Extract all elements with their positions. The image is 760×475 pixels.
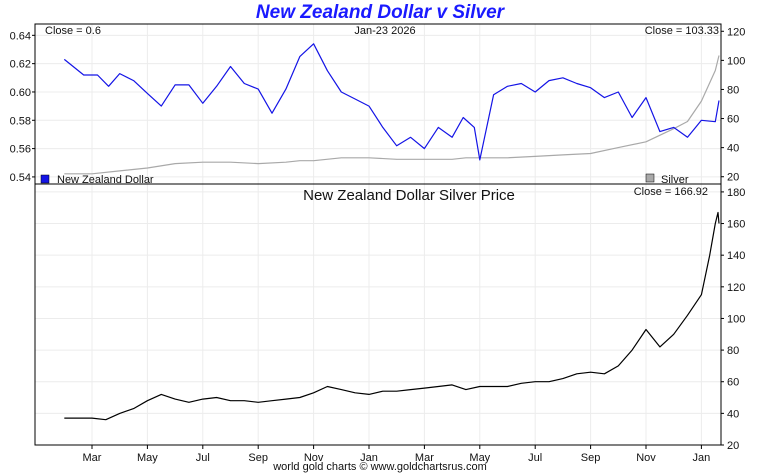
x-tick-label: Sep (581, 452, 601, 464)
legend-swatch-nzd (40, 174, 50, 184)
y-left-tick-label: 0.62 (10, 59, 31, 71)
y-right-top-tick-label: 100 (727, 55, 745, 67)
x-tick-label: Jul (196, 452, 210, 464)
y-right-bottom-tick-label: 140 (727, 250, 745, 262)
y-left-tick-label: 0.64 (10, 30, 31, 42)
tick-labels: Mar May Jul Sep Nov Jan Mar May Jul Sep Nov Jan 0.64… (10, 26, 746, 464)
x-tick-label: Mar (83, 452, 102, 464)
x-tick-label: May (469, 452, 490, 464)
legend-label-nzd: New Zealand Dollar (57, 174, 154, 186)
footer-credit: world gold charts © www.goldchartsrus.co… (273, 461, 487, 473)
x-tick-label: Sep (248, 452, 268, 464)
series-line-silver (64, 55, 720, 175)
x-tick-label: Mar (415, 452, 434, 464)
x-tick-label: May (137, 452, 158, 464)
bottom-chart-title: New Zealand Dollar Silver Price (303, 187, 515, 204)
close-right-label: Close = 103.33 (645, 25, 719, 37)
y-left-tick-label: 0.60 (10, 87, 31, 99)
legend-swatch-silver (645, 173, 655, 183)
date-label: Jan-23 2026 (354, 25, 415, 37)
bottom-panel-frame (34, 183, 722, 446)
y-left-tick-label: 0.58 (10, 115, 31, 127)
x-tick-label: Nov (304, 452, 324, 464)
y-right-bottom-tick-label: 80 (727, 345, 739, 357)
y-right-bottom-tick-label: 40 (727, 408, 739, 420)
y-right-bottom-tick-label: 100 (727, 313, 745, 325)
y-right-top-tick-label: 20 (727, 172, 739, 184)
y-left-tick-label: 0.54 (10, 172, 31, 184)
bottom-close-label: Close = 166.92 (634, 186, 708, 198)
series-line-nzd-silver-price (64, 211, 720, 421)
y-right-bottom-tick-label: 160 (727, 219, 745, 231)
y-right-top-tick-label: 40 (727, 143, 739, 155)
y-right-bottom-tick-label: 180 (727, 187, 745, 199)
axis-ticks (32, 30, 724, 449)
top-panel-frame (34, 23, 722, 185)
x-tick-label: Jul (528, 452, 542, 464)
chart-title: New Zealand Dollar v Silver (255, 2, 505, 23)
series-line-nzd (63, 43, 720, 161)
y-right-top-tick-label: 120 (727, 26, 745, 38)
x-tick-label: Jan (693, 452, 711, 464)
x-tick-label: Jan (360, 452, 378, 464)
close-left-label: Close = 0.6 (45, 25, 101, 37)
y-right-top-tick-label: 60 (727, 114, 739, 126)
y-left-tick-label: 0.56 (10, 144, 31, 156)
gridlines (35, 24, 721, 446)
y-right-bottom-tick-label: 20 (727, 440, 739, 452)
y-right-top-tick-label: 80 (727, 84, 739, 96)
series-lines (63, 43, 720, 421)
legend-label-silver: Silver (661, 174, 689, 186)
y-right-bottom-tick-label: 60 (727, 377, 739, 389)
y-right-bottom-tick-label: 120 (727, 282, 745, 294)
x-tick-label: Nov (636, 452, 656, 464)
